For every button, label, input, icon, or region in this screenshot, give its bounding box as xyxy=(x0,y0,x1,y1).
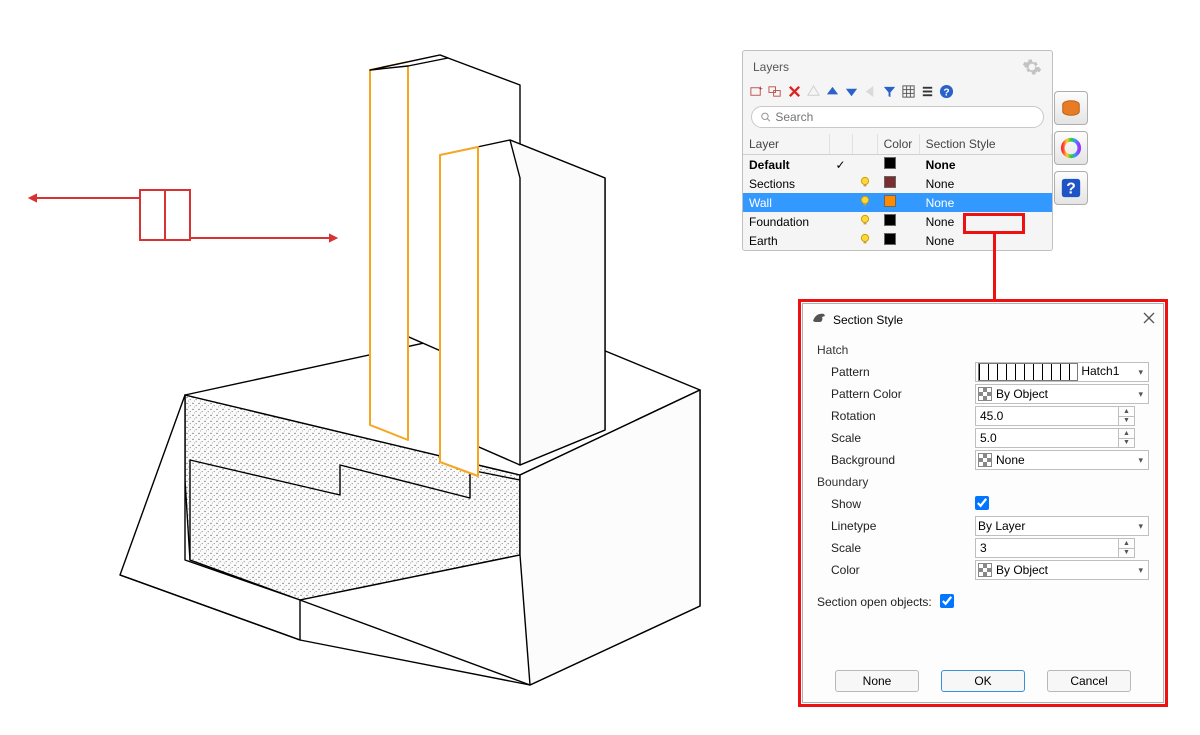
spin-down-icon[interactable]: ▼ xyxy=(1119,417,1134,426)
boundary-color-value: By Object xyxy=(996,563,1048,577)
hatch-group-label: Hatch xyxy=(817,339,1149,361)
pattern-color-value: By Object xyxy=(996,387,1048,401)
wall-block xyxy=(370,55,605,476)
help-icon[interactable]: ? xyxy=(939,84,954,99)
boundary-scale-input[interactable] xyxy=(975,538,1119,558)
materials-tab[interactable] xyxy=(1054,91,1088,125)
table-row[interactable]: WallNone xyxy=(743,193,1052,212)
checker-icon xyxy=(978,453,992,467)
boundary-color-combo[interactable]: By Object ▾ xyxy=(975,560,1149,580)
close-icon[interactable] xyxy=(1143,312,1155,327)
layers-toolbar: + ? xyxy=(743,81,1052,102)
gear-icon[interactable] xyxy=(1022,57,1042,77)
panel-side-tabs: ? xyxy=(1054,91,1088,205)
checker-icon xyxy=(978,387,992,401)
svg-text:?: ? xyxy=(943,87,949,98)
section-plane-widget xyxy=(30,190,336,241)
highlight-cell xyxy=(963,213,1025,234)
show-checkbox[interactable] xyxy=(975,496,989,510)
shape-icon[interactable] xyxy=(806,84,821,99)
checker-icon xyxy=(978,563,992,577)
chevron-down-icon: ▾ xyxy=(1135,521,1146,532)
help-tab[interactable]: ? xyxy=(1054,171,1088,205)
search-icon xyxy=(760,111,771,123)
background-value: None xyxy=(996,453,1025,467)
hatch-scale-spinner[interactable]: ▲▼ xyxy=(975,428,1149,448)
layer-search[interactable] xyxy=(751,106,1044,128)
cancel-button[interactable]: Cancel xyxy=(1047,670,1131,692)
background-label: Background xyxy=(817,453,975,467)
section-open-checkbox[interactable] xyxy=(940,594,954,608)
move-down-icon[interactable] xyxy=(844,84,859,99)
col-vis[interactable] xyxy=(852,134,877,155)
none-button[interactable]: None xyxy=(835,670,919,692)
chevron-down-icon: ▾ xyxy=(1135,389,1146,400)
rotation-input[interactable] xyxy=(975,406,1119,426)
pattern-color-label: Pattern Color xyxy=(817,387,975,401)
col-layer[interactable]: Layer xyxy=(743,134,829,155)
chevron-down-icon: ▾ xyxy=(1135,565,1146,576)
rotation-label: Rotation xyxy=(817,409,975,423)
chevron-down-icon: ▾ xyxy=(1135,455,1146,466)
spin-up-icon[interactable]: ▲ xyxy=(1119,539,1134,549)
pattern-color-combo[interactable]: By Object ▾ xyxy=(975,384,1149,404)
spin-down-icon[interactable]: ▼ xyxy=(1119,439,1134,448)
pattern-label: Pattern xyxy=(817,365,975,379)
svg-text:?: ? xyxy=(1066,181,1076,198)
boundary-color-label: Color xyxy=(817,563,975,577)
pattern-value: Hatch1 xyxy=(1081,364,1119,378)
linetype-value: By Layer xyxy=(978,519,1025,533)
new-sublayer-icon[interactable] xyxy=(768,84,783,99)
section-open-label: Section open objects: xyxy=(817,595,932,609)
hatch-scale-label: Scale xyxy=(817,431,975,445)
col-section[interactable]: Section Style xyxy=(919,134,1051,155)
boundary-group-label: Boundary xyxy=(817,471,1149,493)
col-current[interactable] xyxy=(829,134,852,155)
columns-icon[interactable] xyxy=(901,84,916,99)
layers-panel-title: Layers xyxy=(753,60,789,74)
hatch-scale-input[interactable] xyxy=(975,428,1119,448)
show-label: Show xyxy=(817,497,975,511)
spin-up-icon[interactable]: ▲ xyxy=(1119,429,1134,439)
linetype-label: Linetype xyxy=(817,519,975,533)
section-style-dialog: Section Style Hatch Pattern Hatch1 ▾ Pat… xyxy=(802,303,1164,703)
spin-up-icon[interactable]: ▲ xyxy=(1119,407,1134,417)
rotation-spinner[interactable]: ▲▼ xyxy=(975,406,1149,426)
dialog-title: Section Style xyxy=(833,313,903,327)
delete-layer-icon[interactable] xyxy=(787,84,802,99)
spin-down-icon[interactable]: ▼ xyxy=(1119,549,1134,558)
model-viewport[interactable] xyxy=(0,0,740,732)
hatch-preview-icon xyxy=(978,363,1078,381)
table-row[interactable]: SectionsNone xyxy=(743,174,1052,193)
chevron-down-icon: ▾ xyxy=(1135,367,1146,378)
rhino-icon xyxy=(811,310,827,329)
svg-text:+: + xyxy=(758,84,763,93)
boundary-scale-spinner[interactable]: ▲▼ xyxy=(975,538,1149,558)
highlight-connector xyxy=(993,232,996,302)
boundary-scale-label: Scale xyxy=(817,541,975,555)
foundation-block xyxy=(120,320,700,685)
ok-button[interactable]: OK xyxy=(941,670,1025,692)
move-left-icon[interactable] xyxy=(863,84,878,99)
color-tab[interactable] xyxy=(1054,131,1088,165)
menu-icon[interactable] xyxy=(920,84,935,99)
new-layer-icon[interactable]: + xyxy=(749,84,764,99)
pattern-combo[interactable]: Hatch1 ▾ xyxy=(975,362,1149,382)
background-combo[interactable]: None ▾ xyxy=(975,450,1149,470)
table-row[interactable]: Default✓None xyxy=(743,155,1052,175)
linetype-combo[interactable]: By Layer ▾ xyxy=(975,516,1149,536)
move-up-icon[interactable] xyxy=(825,84,840,99)
col-color[interactable]: Color xyxy=(877,134,919,155)
filter-icon[interactable] xyxy=(882,84,897,99)
layer-search-input[interactable] xyxy=(775,110,1035,124)
